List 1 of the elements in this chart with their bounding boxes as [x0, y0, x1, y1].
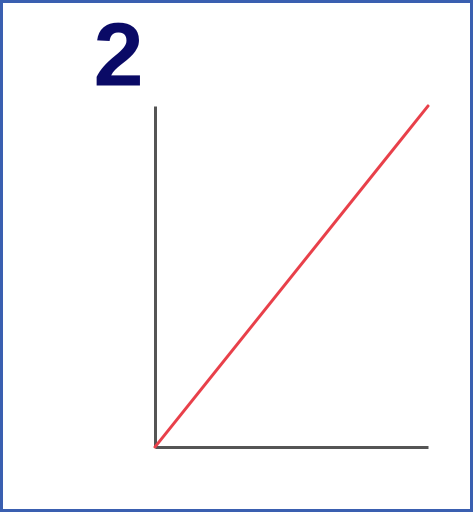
chart-title: 2 [94, 6, 144, 106]
